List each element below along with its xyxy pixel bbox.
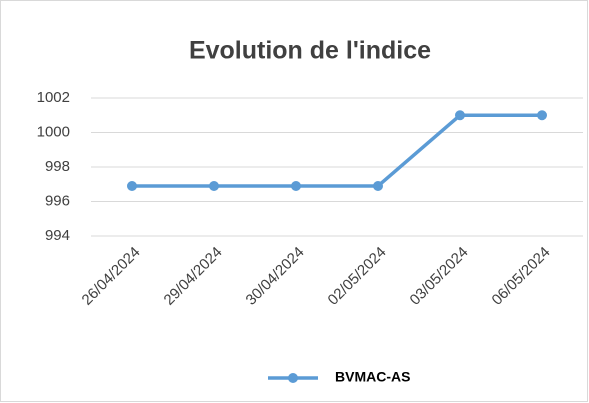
data-point	[455, 110, 465, 121]
data-point	[209, 180, 219, 191]
y-tick-label: 1002	[37, 89, 70, 106]
legend-label: BVMAC-AS	[335, 369, 410, 385]
legend-marker	[288, 373, 298, 383]
y-tick-label: 996	[45, 192, 70, 209]
data-line	[132, 113, 542, 188]
data-point	[537, 110, 547, 121]
y-tick-label: 998	[45, 158, 70, 175]
data-point	[291, 180, 301, 191]
y-tick-label: 994	[45, 227, 70, 244]
data-point	[127, 180, 137, 191]
chart-title: Evolution de l'indice	[189, 37, 431, 65]
y-tick-label: 1000	[37, 123, 70, 140]
data-point	[373, 180, 383, 191]
